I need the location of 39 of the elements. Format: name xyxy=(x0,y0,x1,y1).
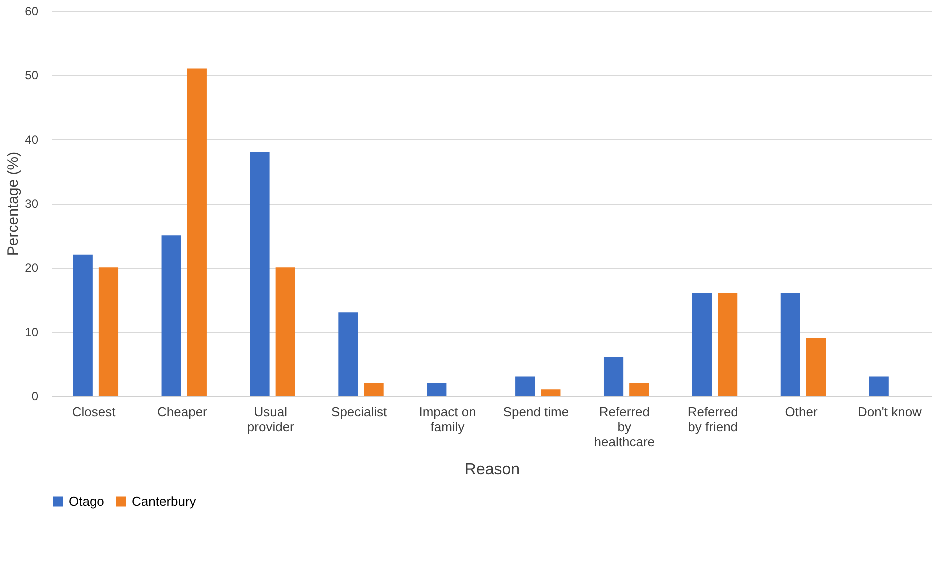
x-tick-label: Referred by friend xyxy=(688,404,738,434)
bar xyxy=(869,376,889,396)
y-tick-label: 30 xyxy=(25,197,39,211)
y-axis-title: Percentage (%) xyxy=(5,152,22,256)
x-tick-label: Impact on family xyxy=(419,404,476,434)
x-tick-label: Specialist xyxy=(332,404,388,420)
bar xyxy=(630,383,650,396)
x-tick-label: Spend time xyxy=(503,404,570,420)
bar xyxy=(780,293,800,396)
x-tick-label: Closest xyxy=(72,404,116,420)
bar xyxy=(692,293,712,396)
bar xyxy=(604,358,624,396)
x-tick-label: Cheaper xyxy=(158,404,208,420)
legend-label: Canterbury xyxy=(132,494,197,509)
bar xyxy=(338,312,358,396)
bar xyxy=(276,268,296,396)
y-tick-label: 40 xyxy=(25,132,39,147)
y-tick-label: 60 xyxy=(25,4,39,18)
x-tick-label: Don't know xyxy=(858,404,923,420)
x-tick-label: Usual provider xyxy=(247,404,296,434)
bar xyxy=(187,68,207,396)
bar xyxy=(718,293,738,396)
y-tick-label: 10 xyxy=(25,325,39,340)
bar xyxy=(364,383,384,396)
bar xyxy=(427,383,447,396)
bar xyxy=(806,338,826,396)
legend-label: Otago xyxy=(69,494,104,509)
bar xyxy=(162,236,182,396)
bar xyxy=(541,390,561,396)
y-tick-label: 0 xyxy=(32,390,39,404)
bar xyxy=(73,254,93,396)
bar xyxy=(98,268,119,396)
x-tick-label: Other xyxy=(785,404,818,420)
x-axis-title: Reason xyxy=(464,462,520,478)
bar xyxy=(516,376,536,396)
x-tick-label: Referred by healthcare xyxy=(594,404,656,450)
y-tick-label: 50 xyxy=(25,68,39,83)
y-tick-label: 20 xyxy=(25,261,39,276)
bar xyxy=(250,152,270,396)
